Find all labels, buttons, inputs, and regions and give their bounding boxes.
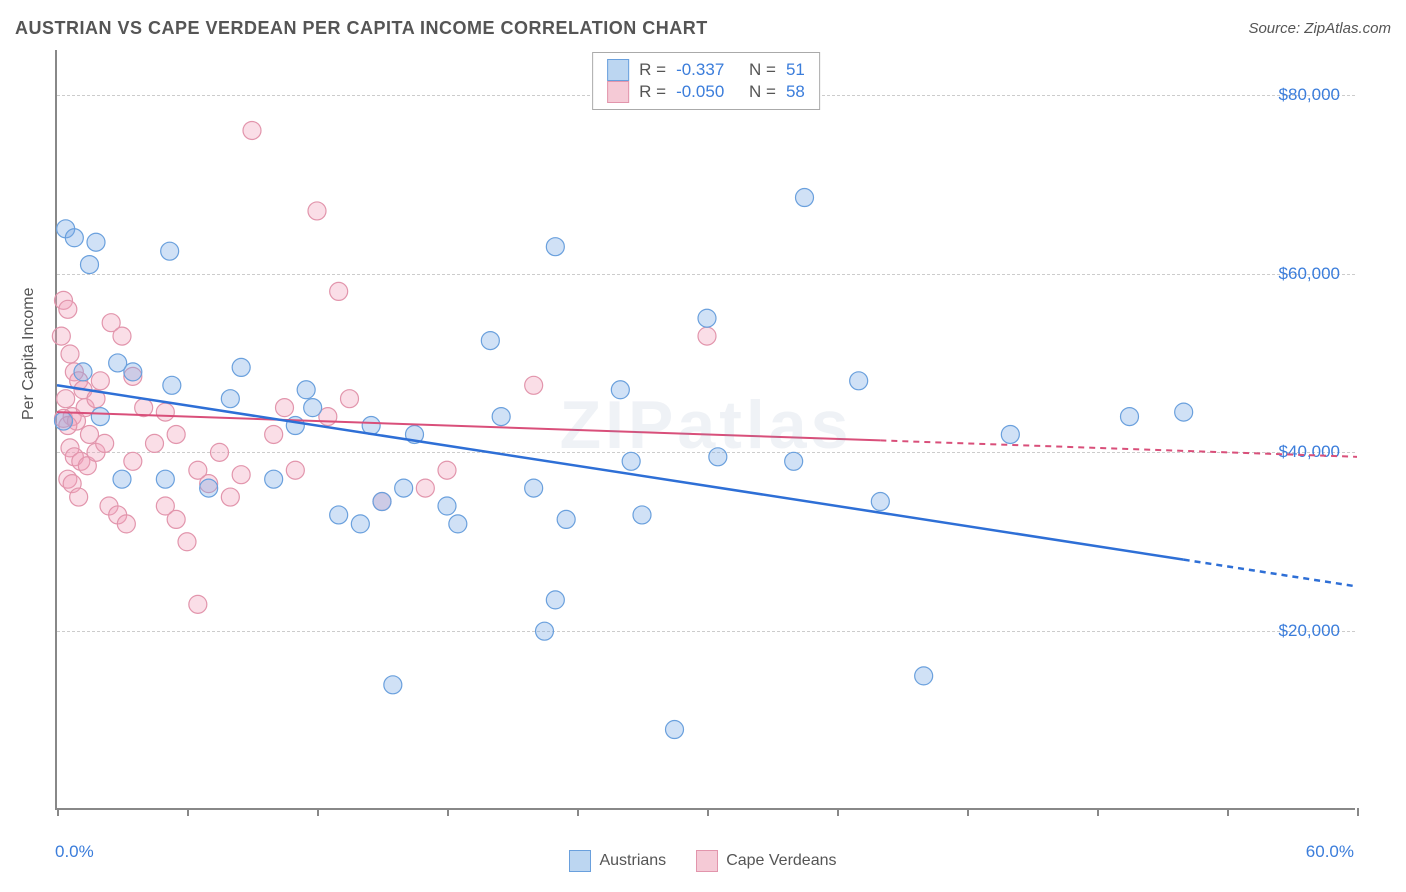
swatch-series-2 — [696, 850, 718, 872]
chart-svg — [57, 50, 1355, 808]
legend-label-2: Cape Verdeans — [726, 852, 836, 870]
legend-item-1: Austrians — [569, 850, 666, 872]
swatch-series-1 — [569, 850, 591, 872]
header: AUSTRIAN VS CAPE VERDEAN PER CAPITA INCO… — [15, 18, 1391, 39]
chart-title: AUSTRIAN VS CAPE VERDEAN PER CAPITA INCO… — [15, 18, 708, 39]
r-value-2: -0.050 — [676, 82, 724, 102]
r-label: R = — [639, 60, 666, 80]
stats-row-2: R = -0.050 N = 58 — [607, 81, 805, 103]
legend-label-1: Austrians — [599, 852, 666, 870]
legend-item-2: Cape Verdeans — [696, 850, 836, 872]
series-legend: Austrians Cape Verdeans — [0, 850, 1406, 872]
source-attribution: Source: ZipAtlas.com — [1248, 20, 1391, 37]
r-label: R = — [639, 82, 666, 102]
stats-legend: R = -0.337 N = 51 R = -0.050 N = 58 — [592, 52, 820, 110]
swatch-series-1 — [607, 59, 629, 81]
n-value-1: 51 — [786, 60, 805, 80]
r-value-1: -0.337 — [676, 60, 724, 80]
y-axis-label: Per Capita Income — [20, 287, 38, 420]
n-label: N = — [749, 82, 776, 102]
swatch-series-2 — [607, 81, 629, 103]
n-value-2: 58 — [786, 82, 805, 102]
chart-container: AUSTRIAN VS CAPE VERDEAN PER CAPITA INCO… — [0, 0, 1406, 892]
stats-row-1: R = -0.337 N = 51 — [607, 59, 805, 81]
plot-area: ZIPatlas $20,000$40,000$60,000$80,000 R … — [55, 50, 1355, 810]
n-label: N = — [749, 60, 776, 80]
